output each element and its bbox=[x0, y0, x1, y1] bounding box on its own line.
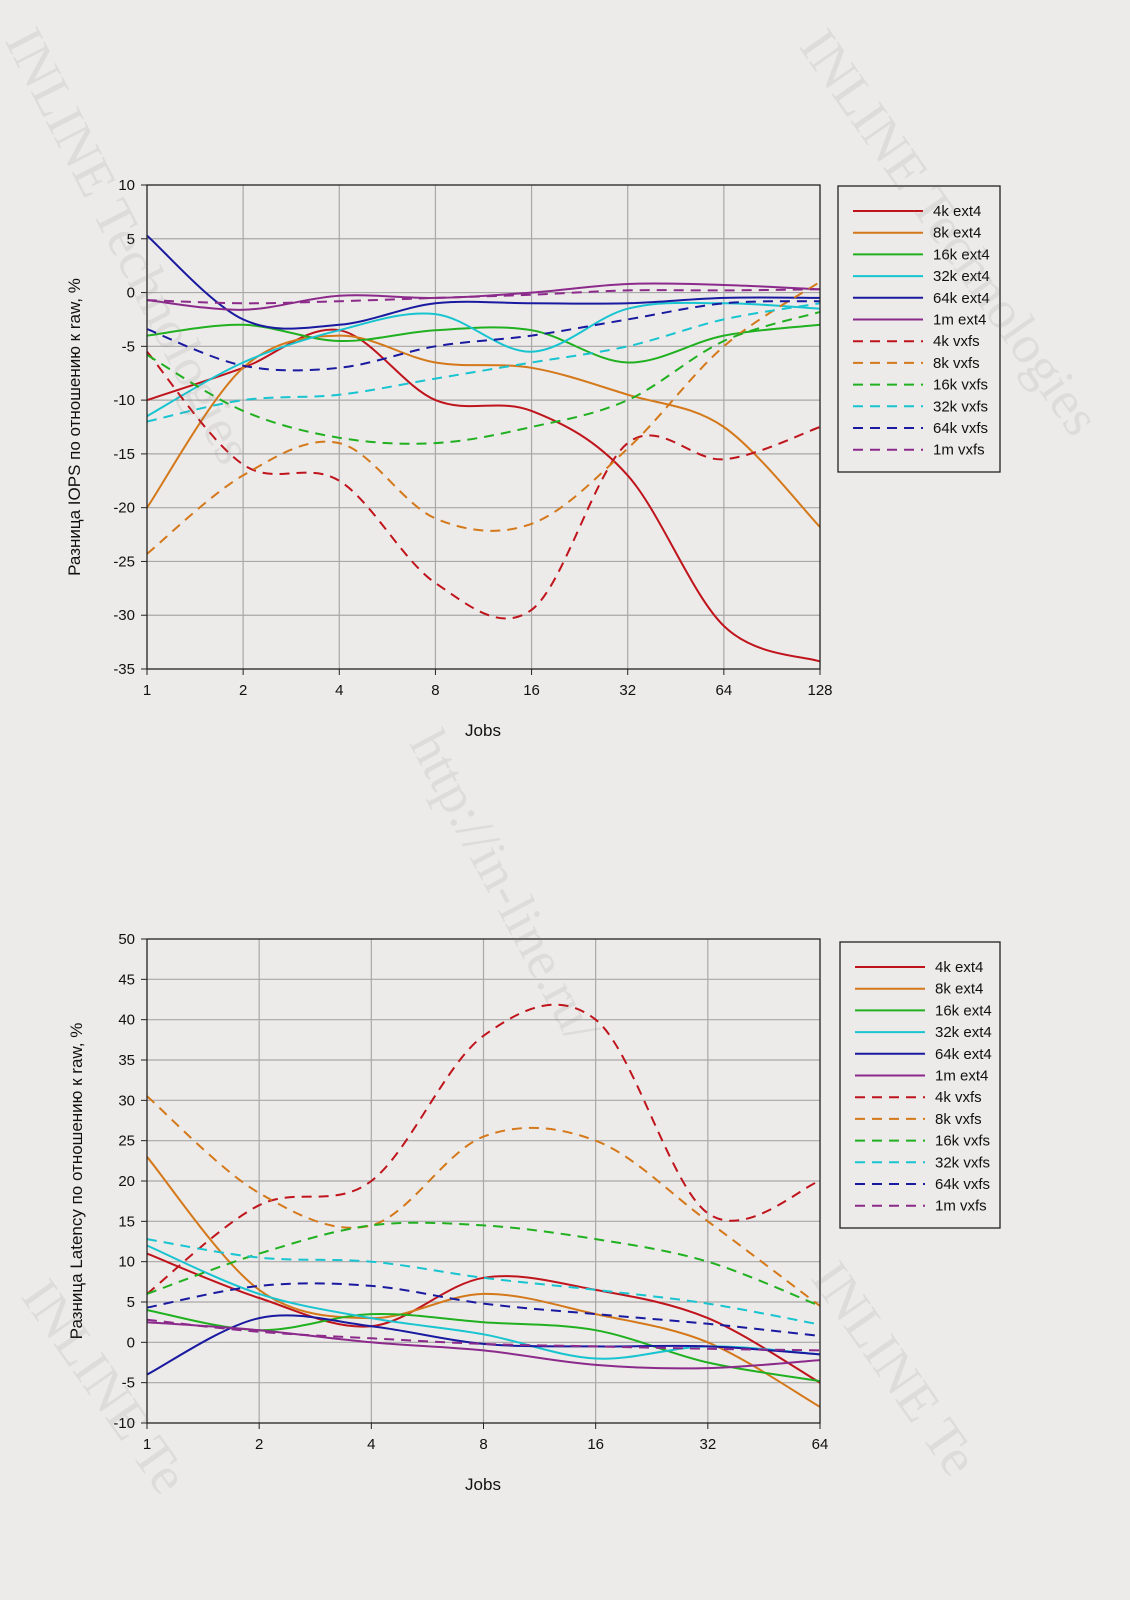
x-tick-label: 16 bbox=[523, 682, 540, 699]
x-axis-label: Jobs bbox=[465, 1475, 501, 1494]
legend-entry-label: 16k vxfs bbox=[933, 377, 988, 394]
legend-entry-label: 8k vxfs bbox=[933, 355, 980, 372]
y-tick-label: -25 bbox=[113, 553, 135, 570]
series-line-64k-ext4 bbox=[146, 234, 821, 330]
y-tick-label: -15 bbox=[113, 446, 135, 463]
legend-entry-label: 64k vxfs bbox=[933, 420, 988, 437]
y-tick-label: 10 bbox=[118, 1254, 135, 1271]
y-tick-label: 5 bbox=[127, 1294, 135, 1311]
series-line-4k-ext4 bbox=[146, 328, 821, 663]
x-tick-label: 1 bbox=[143, 682, 151, 699]
y-tick-label: 30 bbox=[118, 1092, 135, 1109]
x-axis-label: Jobs bbox=[465, 721, 501, 740]
y-tick-label: 5 bbox=[127, 231, 135, 248]
series-line-64k-vxfs bbox=[146, 300, 821, 372]
y-tick-label: -30 bbox=[113, 607, 135, 624]
legend-entry-label: 4k ext4 bbox=[935, 959, 983, 976]
legend-entry-label: 8k ext4 bbox=[933, 225, 981, 242]
legend-entry-label: 32k vxfs bbox=[935, 1154, 990, 1171]
legend-entry-label: 8k vxfs bbox=[935, 1111, 982, 1128]
x-tick-label: 32 bbox=[619, 682, 636, 699]
y-tick-label: -10 bbox=[113, 1415, 135, 1432]
y-tick-label: 15 bbox=[118, 1213, 135, 1230]
series-line-4k-vxfs bbox=[146, 1003, 821, 1295]
series-line-64k-vxfs bbox=[146, 1282, 821, 1337]
legend-entry-label: 64k ext4 bbox=[933, 290, 990, 307]
plot-frame bbox=[146, 938, 821, 1424]
legend-entry-label: 4k vxfs bbox=[935, 1089, 982, 1106]
y-axis-label: Разница Latency по отношению к raw, % bbox=[67, 1023, 86, 1340]
legend-entry-label: 16k ext4 bbox=[935, 1002, 992, 1019]
legend-entry-label: 16k ext4 bbox=[933, 246, 990, 263]
plot-frame bbox=[146, 184, 821, 670]
legend-entry-label: 32k ext4 bbox=[935, 1024, 992, 1041]
legend-entry-label: 4k vxfs bbox=[933, 333, 980, 350]
series-line-8k-ext4 bbox=[146, 1156, 821, 1408]
y-tick-label: 35 bbox=[118, 1052, 135, 1069]
x-tick-label: 2 bbox=[239, 682, 247, 699]
series-line-1m-vxfs bbox=[146, 288, 821, 305]
series-line-1m-ext4 bbox=[146, 1321, 821, 1370]
series-line-16k-vxfs bbox=[146, 1221, 821, 1307]
series-line-8k-ext4 bbox=[146, 334, 821, 528]
iops-chart: 10 5 0 -5 -10 -15 -20 -25 -30 -35 1 2 4 8 16 32 64 128 Раз… bbox=[65, 177, 1001, 740]
y-tick-label: 0 bbox=[127, 1334, 135, 1351]
legend-entry-label: 32k ext4 bbox=[933, 268, 990, 285]
series-line-4k-vxfs bbox=[146, 351, 821, 620]
x-tick-label: 8 bbox=[431, 682, 439, 699]
series-line-32k-vxfs bbox=[146, 302, 821, 423]
y-tick-label: -20 bbox=[113, 500, 135, 517]
y-tick-label: -10 bbox=[113, 392, 135, 409]
x-tick-label: 64 bbox=[716, 682, 733, 699]
y-tick-label: 10 bbox=[118, 177, 135, 194]
x-tick-label: 4 bbox=[367, 1436, 375, 1453]
y-tick-label: 0 bbox=[127, 285, 135, 302]
legend-entry-label: 32k vxfs bbox=[933, 398, 988, 415]
legend-entry-label: 16k vxfs bbox=[935, 1133, 990, 1150]
x-tick-label: 1 bbox=[143, 1436, 151, 1453]
y-axis-label: Разница IOPS по отношению к raw, % bbox=[65, 278, 84, 576]
legend-entry-label: 1m ext4 bbox=[933, 312, 986, 329]
series-line-32k-ext4 bbox=[146, 301, 821, 418]
legend-entry-label: 8k ext4 bbox=[935, 981, 983, 998]
legend-entry-label: 64k vxfs bbox=[935, 1176, 990, 1193]
series-line-32k-vxfs bbox=[146, 1238, 821, 1326]
x-tick-label: 8 bbox=[479, 1436, 487, 1453]
series-line-4k-ext4 bbox=[146, 1252, 821, 1384]
series-line-16k-vxfs bbox=[146, 310, 821, 445]
x-tick-label: 2 bbox=[255, 1436, 263, 1453]
series-line-1m-ext4 bbox=[146, 282, 821, 311]
x-tick-label: 32 bbox=[699, 1436, 716, 1453]
legend-entry-label: 1m ext4 bbox=[935, 1068, 988, 1085]
y-tick-label: 40 bbox=[118, 1012, 135, 1029]
series-line-8k-vxfs bbox=[146, 1095, 821, 1307]
plot-area bbox=[147, 185, 820, 669]
series-line-1m-vxfs bbox=[146, 1318, 821, 1352]
y-tick-label: -5 bbox=[122, 338, 135, 355]
x-tick-label: 16 bbox=[587, 1436, 604, 1453]
y-tick-label: 45 bbox=[118, 971, 135, 988]
series-line-16k-ext4 bbox=[146, 323, 821, 364]
x-tick-label: 64 bbox=[812, 1436, 829, 1453]
series-line-64k-ext4 bbox=[146, 1314, 821, 1376]
legend-entry-label: 1m vxfs bbox=[933, 442, 985, 459]
y-tick-label: 20 bbox=[118, 1173, 135, 1190]
y-tick-label: 50 bbox=[118, 931, 135, 948]
y-tick-label: 25 bbox=[118, 1133, 135, 1150]
x-tick-label: 128 bbox=[807, 682, 832, 699]
y-tick-label: -35 bbox=[113, 661, 135, 678]
legend-entry-label: 64k ext4 bbox=[935, 1046, 992, 1063]
legend-entry-label: 1m vxfs bbox=[935, 1198, 987, 1215]
y-tick-label: -5 bbox=[122, 1375, 135, 1392]
x-tick-label: 4 bbox=[335, 682, 343, 699]
legend-entry-label: 4k ext4 bbox=[933, 203, 981, 220]
